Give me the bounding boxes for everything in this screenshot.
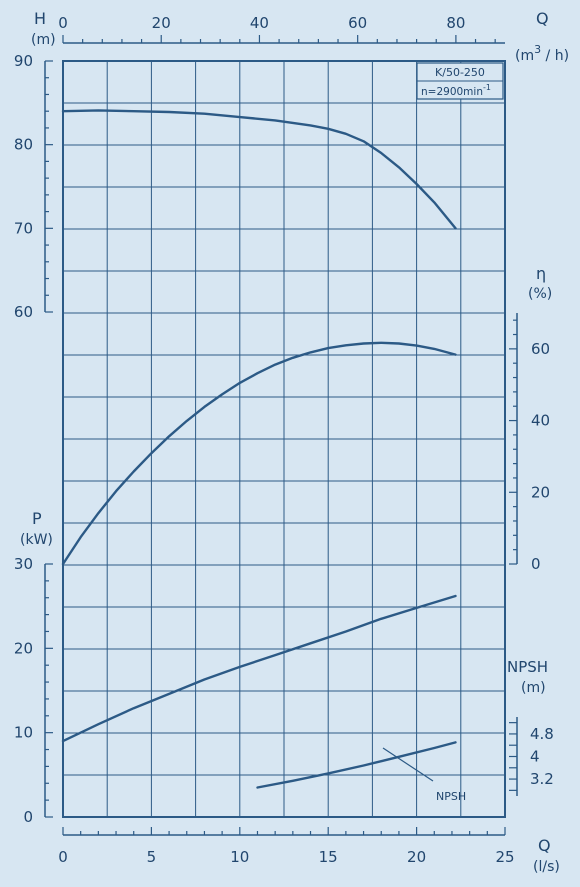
flow-ls-tick-label: 10 (230, 848, 249, 866)
speed-label: n=2900min-1 (421, 83, 491, 98)
flow-m3h-axis-unit: (m3 / h) (515, 43, 569, 64)
efficiency-tick-label: 20 (531, 483, 550, 501)
head-axis-title: H (34, 9, 46, 28)
tick-labels: 0 5 10 15 20 250 20 40 60 80908070603020100604020… (14, 14, 554, 866)
npsh-callout-leader (382, 747, 434, 782)
flow-ls-tick-label: 5 (147, 848, 157, 866)
npsh-axis-unit: (m) (521, 680, 546, 696)
head-tick-label: 70 (14, 219, 33, 237)
head-tick-label: 80 (14, 136, 33, 154)
flow-m3h-tick-label: 20 (152, 14, 171, 32)
efficiency-axis-unit: (%) (528, 286, 552, 302)
head-curve (61, 109, 457, 230)
flow-m3h-unit-pre: (m (515, 48, 534, 64)
npsh-tick-label: 4.8 (530, 725, 554, 743)
npsh-curve (256, 741, 457, 789)
npsh-curve-label: NPSH (436, 790, 466, 803)
grid (63, 61, 505, 817)
flow-ls-tick-label: 25 (495, 848, 514, 866)
flow-m3h-tick-label: 80 (446, 14, 465, 32)
flow-ls-axis-title: Q (538, 836, 551, 855)
flow-m3h-tick-label: 40 (250, 14, 269, 32)
head-axis-unit: (m) (31, 32, 56, 48)
power-axis-unit: (kW) (20, 532, 53, 548)
efficiency-axis-title: η (536, 264, 546, 283)
flow-ls-tick-label: 0 (58, 848, 68, 866)
power-tick-label: 30 (14, 555, 33, 573)
power-axis-title: P (32, 509, 42, 528)
speed-label-base: n=2900min (421, 86, 483, 98)
flow-m3h-unit-exp: 3 (534, 43, 541, 56)
npsh-axis-title: NPSH (507, 658, 548, 676)
power-tick-label: 10 (14, 724, 33, 742)
flow-m3h-axis-title: Q (536, 9, 549, 28)
efficiency-curve (61, 341, 457, 566)
flow-ls-tick-label: 20 (407, 848, 426, 866)
flow-ls-axis-unit: (l/s) (533, 859, 560, 875)
speed-label-exp: -1 (483, 83, 491, 92)
flow-ls-tick-label: 15 (319, 848, 338, 866)
npsh-tick-label: 3.2 (530, 770, 554, 788)
efficiency-tick-label: 60 (531, 340, 550, 358)
flow-m3h-unit-post: / h) (541, 48, 569, 64)
model-label: K/50-250 (435, 66, 485, 79)
head-tick-label: 60 (14, 303, 33, 321)
tick-marks (45, 35, 517, 835)
head-tick-label: 90 (14, 52, 33, 70)
power-tick-label: 0 (23, 808, 33, 826)
npsh-tick-label: 4 (530, 748, 540, 766)
flow-m3h-tick-label: 0 (58, 14, 68, 32)
plot-frame (62, 60, 506, 818)
efficiency-tick-label: 40 (531, 412, 550, 430)
power-curve (61, 594, 457, 743)
flow-m3h-tick-label: 60 (348, 14, 367, 32)
power-tick-label: 20 (14, 639, 33, 657)
efficiency-tick-label: 0 (531, 555, 541, 573)
curves (61, 109, 457, 789)
